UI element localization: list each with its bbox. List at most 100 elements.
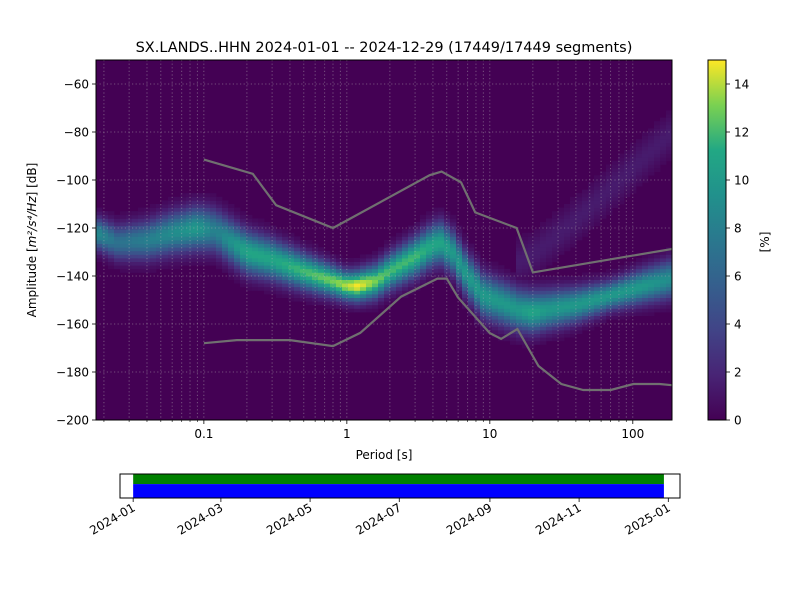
heatmap-cell xyxy=(426,225,433,230)
heatmap-cell xyxy=(438,225,445,230)
heatmap-cell xyxy=(564,279,571,284)
heatmap-cell xyxy=(558,279,565,284)
heatmap-cell xyxy=(594,304,601,309)
heatmap-cell xyxy=(432,258,439,262)
heatmap-cell xyxy=(336,279,343,284)
heatmap-cell xyxy=(570,229,577,234)
heatmap-cell xyxy=(438,243,445,248)
heatmap-cell xyxy=(354,304,361,309)
heatmap-cell xyxy=(594,196,601,201)
heatmap-cell xyxy=(570,222,577,226)
heatmap-cell xyxy=(600,211,607,216)
heatmap-cell xyxy=(108,243,115,248)
heatmap-cell xyxy=(546,297,553,302)
heatmap-cell xyxy=(426,247,433,252)
heatmap-cell xyxy=(222,265,229,270)
heatmap-cell xyxy=(534,250,541,255)
heatmap-cell xyxy=(438,272,445,277)
heatmap-cell xyxy=(204,261,211,266)
heatmap-cell xyxy=(366,254,373,259)
heatmap-cell xyxy=(192,254,199,259)
heatmap-cell xyxy=(186,222,193,226)
heatmap-cell xyxy=(558,211,565,216)
heatmap-cell xyxy=(144,250,151,255)
heatmap-cell xyxy=(630,286,637,291)
heatmap-cell xyxy=(252,272,259,277)
heatmap-cell xyxy=(528,337,535,342)
heatmap-cell xyxy=(330,279,337,284)
heatmap-cell xyxy=(630,301,637,306)
heatmap-cell xyxy=(456,254,463,259)
heatmap-cell xyxy=(438,250,445,255)
heatmap-cell xyxy=(120,261,127,266)
heatmap-cell xyxy=(624,157,631,162)
heatmap-cell xyxy=(354,258,361,262)
heatmap-cell xyxy=(288,286,295,291)
heatmap-cell xyxy=(576,283,583,288)
heatmap-cell xyxy=(342,297,349,302)
heatmap-cell xyxy=(552,297,559,302)
heatmap-cell xyxy=(624,304,631,309)
heatmap-cell xyxy=(630,175,637,180)
heatmap-cell xyxy=(156,218,163,223)
heatmap-cell xyxy=(588,182,595,187)
heatmap-cell xyxy=(234,236,241,241)
heatmap-cell xyxy=(342,286,349,291)
heatmap-cell xyxy=(630,160,637,165)
heatmap-cell xyxy=(498,326,505,331)
heatmap-cell xyxy=(642,286,649,291)
heatmap-cell xyxy=(300,250,307,255)
heatmap-cell xyxy=(216,232,223,237)
heatmap-cell xyxy=(624,265,631,270)
heatmap-cell xyxy=(378,261,385,266)
heatmap-cell xyxy=(612,283,619,288)
heatmap-cell xyxy=(540,229,547,234)
heatmap-cell xyxy=(306,247,313,252)
heatmap-cell xyxy=(534,340,541,345)
heatmap-cell xyxy=(630,265,637,270)
y-tick-label: −160 xyxy=(56,317,89,331)
heatmap-cell xyxy=(648,142,655,147)
heatmap-cell xyxy=(660,121,667,126)
heatmap-cell xyxy=(402,283,409,288)
heatmap-cell xyxy=(210,207,217,212)
heatmap-cell xyxy=(576,196,583,201)
heatmap-cell xyxy=(624,168,631,172)
heatmap-cell xyxy=(438,207,445,212)
heatmap-cell xyxy=(570,276,577,280)
y-tick-label: −60 xyxy=(64,77,89,91)
heatmap-cell xyxy=(408,250,415,255)
heatmap-cell xyxy=(660,294,667,298)
heatmap-cell xyxy=(384,240,391,244)
heatmap-cell xyxy=(186,232,193,237)
heatmap-cell xyxy=(438,261,445,266)
heatmap-cell xyxy=(426,250,433,255)
heatmap-cell xyxy=(210,232,217,237)
heatmap-cell xyxy=(558,236,565,241)
heatmap-cell xyxy=(588,204,595,208)
heatmap-cell xyxy=(600,308,607,313)
heatmap-cell xyxy=(384,258,391,262)
heatmap-cell xyxy=(510,297,517,302)
heatmap-cell xyxy=(612,193,619,198)
heatmap-cell xyxy=(456,283,463,288)
heatmap-cell xyxy=(636,283,643,288)
heatmap-cell xyxy=(276,240,283,244)
heatmap-cell xyxy=(276,268,283,273)
heatmap-cell xyxy=(204,211,211,216)
heatmap-cell xyxy=(504,304,511,309)
heatmap-cell xyxy=(216,222,223,226)
heatmap-cell xyxy=(498,265,505,270)
heatmap-cell xyxy=(516,337,523,342)
heatmap-cell xyxy=(582,297,589,302)
heatmap-cell xyxy=(480,261,487,266)
heatmap-cell xyxy=(654,146,661,151)
heatmap-cell xyxy=(492,315,499,320)
heatmap-cell xyxy=(390,240,397,244)
heatmap-cell xyxy=(558,322,565,327)
y-tick-label: −80 xyxy=(64,125,89,139)
heatmap-cell xyxy=(624,315,631,320)
heatmap-cell xyxy=(120,236,127,241)
heatmap-cell xyxy=(654,254,661,259)
